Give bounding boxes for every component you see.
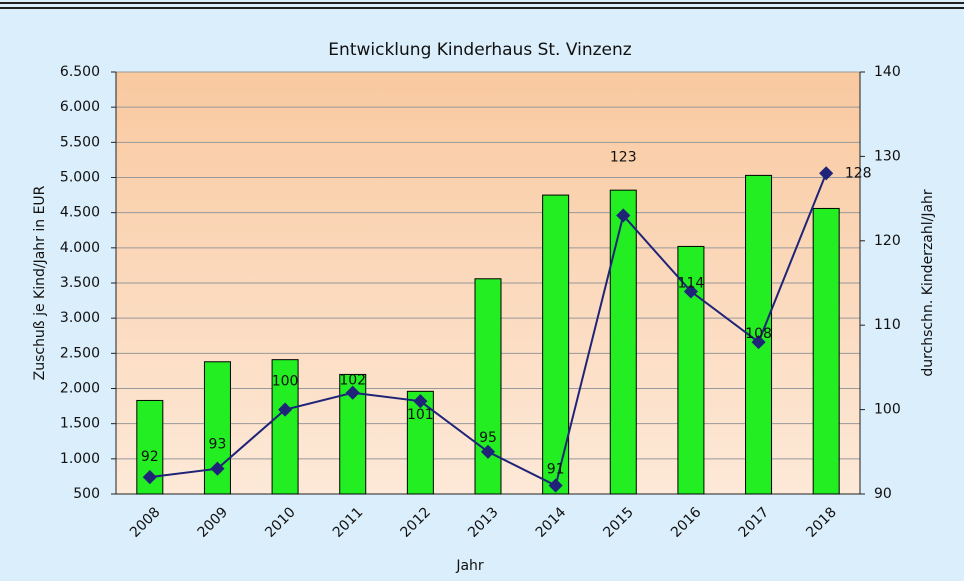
bar [474, 278, 502, 495]
marker [142, 470, 157, 485]
y2-tick-label: 140 [874, 64, 901, 80]
y-tick-label: 500 [73, 486, 100, 502]
y-tick-label: 1.500 [60, 416, 100, 432]
y-tick-label: 3.000 [60, 310, 100, 326]
y-tick-label: 4.000 [60, 240, 100, 256]
marker [751, 335, 766, 350]
y-tick-label: 2.000 [60, 381, 100, 397]
marker [278, 402, 293, 417]
marker [345, 385, 360, 400]
data-label: 93 [209, 437, 227, 453]
y2-axis-title: durchschn. Kinderzahl/Jahr [920, 189, 936, 377]
data-label: 100 [272, 374, 299, 390]
marker [210, 461, 225, 476]
y-tick-label: 3.500 [60, 275, 100, 291]
y2-tick-label: 130 [874, 148, 901, 164]
marker [616, 208, 631, 223]
bar [812, 207, 840, 495]
marker [683, 284, 698, 299]
y-tick-label: 6.000 [60, 99, 100, 115]
data-label: 123 [610, 149, 637, 165]
y-axis-title: Zuschuß je Kind/Jahr in EUR [32, 185, 48, 380]
chart-title: Entwicklung Kinderhaus St. Vinzenz [328, 40, 631, 60]
data-label: 101 [407, 407, 434, 423]
y2-tick-label: 110 [874, 317, 901, 333]
x-axis-title: Jahr [455, 558, 484, 574]
y2-tick-label: 120 [874, 233, 901, 249]
data-label: 92 [141, 449, 159, 465]
data-label: 108 [745, 326, 772, 342]
y-tick-label: 2.500 [60, 345, 100, 361]
marker [480, 444, 496, 459]
data-label: 128 [845, 165, 872, 181]
data-label: 114 [678, 275, 705, 291]
y2-tick-label: 100 [874, 402, 901, 418]
data-label: 91 [547, 462, 565, 478]
y-tick-label: 1.000 [60, 451, 100, 467]
bar [542, 194, 570, 495]
data-label: 95 [479, 430, 497, 446]
bar [271, 359, 299, 495]
y-tick-label: 6.500 [60, 64, 100, 80]
bar [609, 189, 637, 495]
y2-tick-label: 90 [874, 486, 892, 502]
y-tick-label: 5.000 [60, 170, 100, 186]
data-label: 102 [339, 373, 366, 389]
y-tick-label: 5.500 [60, 134, 100, 150]
marker [819, 166, 834, 181]
marker [548, 478, 563, 493]
y-tick-label: 4.500 [60, 205, 100, 221]
marker [413, 394, 428, 409]
